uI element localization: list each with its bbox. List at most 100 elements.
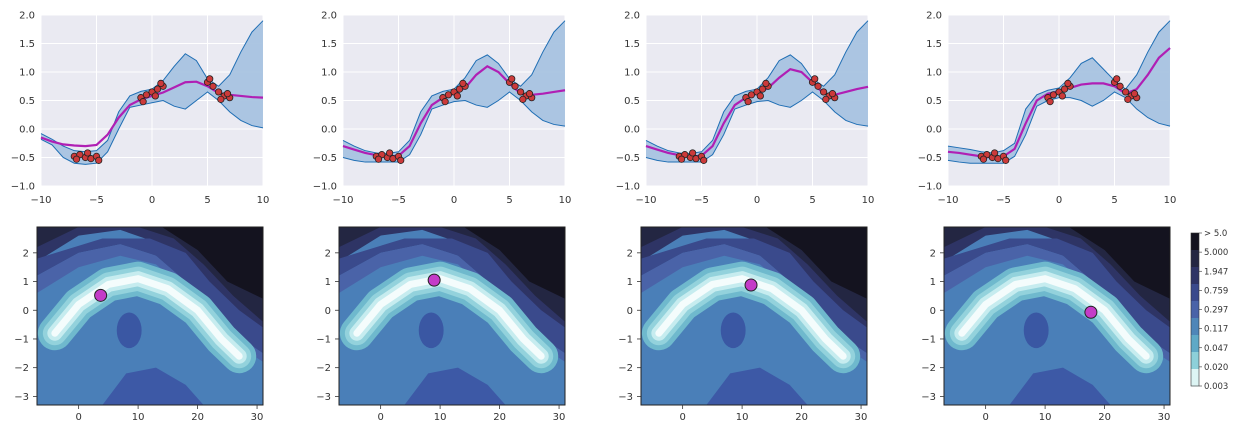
x-tick-label: 0 xyxy=(679,412,685,423)
colorbar-segment xyxy=(1191,335,1199,353)
x-tick-label: 0 xyxy=(149,195,155,206)
y-tick-label: −0.5 xyxy=(313,153,337,164)
y-tick-label: −1 xyxy=(14,334,29,345)
contour-level xyxy=(712,227,867,299)
x-tick-label: 0 xyxy=(1056,195,1062,206)
observation-point xyxy=(217,95,225,103)
y-tick-label: −1 xyxy=(316,334,331,345)
lower-bound-line xyxy=(40,91,264,165)
y-tick-label: −1.0 xyxy=(11,182,35,193)
x-tick-label: 5 xyxy=(204,195,210,206)
y-tick-label: 0.5 xyxy=(926,96,942,107)
y-tick-label: −2 xyxy=(316,363,331,374)
y-tick-label: 2 xyxy=(930,248,936,259)
observation-point xyxy=(1049,91,1058,99)
contour-level xyxy=(339,238,565,354)
y-tick-label: −3 xyxy=(316,392,331,403)
observation-point xyxy=(215,88,223,96)
gp-plot-4: −1.0 −0.5 0.0 0.5 1.0 1.5 2.0 −10 −5 0 5 10 xyxy=(918,11,1177,207)
observation-point xyxy=(151,92,159,100)
y-tick-label: −0.5 xyxy=(11,153,35,164)
x-tick-label: 20 xyxy=(493,412,506,423)
colorbar-label: 0.297 xyxy=(1204,306,1228,316)
y-tick-label: 2 xyxy=(23,248,29,259)
y-tick-label: 0.0 xyxy=(19,125,35,136)
plot-frame xyxy=(943,226,1171,406)
colorbar-segment xyxy=(1191,267,1199,285)
x-tick-label: 20 xyxy=(191,412,204,423)
contour-level xyxy=(1015,227,1170,299)
observation-point xyxy=(814,82,822,90)
observation-point xyxy=(1064,79,1072,88)
y-tick-label: −0.5 xyxy=(616,153,640,164)
y-tick-label: 2.0 xyxy=(926,11,942,22)
observation-point xyxy=(1130,90,1139,98)
observation-point xyxy=(991,149,999,157)
x-tick-label: −10 xyxy=(30,195,51,206)
colorbar-segment xyxy=(1191,318,1199,336)
y-tick-label: 1.0 xyxy=(19,68,35,79)
observation-point xyxy=(1058,92,1066,100)
x-tick-label: 10 xyxy=(257,195,270,206)
observation-point xyxy=(525,90,534,98)
colorbar-segment xyxy=(1191,233,1199,251)
y-tick-label: 0.0 xyxy=(624,125,640,136)
observation-point xyxy=(374,155,383,163)
gp-plot-3: −1.0 −0.5 0.0 0.5 1.0 1.5 2.0 −10 −5 0 5 10 xyxy=(616,11,875,207)
colorbar-label: 0.117 xyxy=(1204,325,1228,335)
y-tick-label: 1.0 xyxy=(624,68,640,79)
observation-point xyxy=(223,90,232,98)
x-tick-label: 10 xyxy=(434,412,447,423)
gp-plot-2: −1.0 −0.5 0.0 0.5 1.0 1.5 2.0 −10 −5 0 5 10 xyxy=(313,11,572,207)
y-tick-label: −1 xyxy=(921,334,936,345)
y-tick-label: 1 xyxy=(627,277,633,288)
observation-point xyxy=(1060,85,1069,93)
observation-point xyxy=(441,98,449,106)
x-tick-label: 5 xyxy=(1111,195,1117,206)
observation-point xyxy=(1113,75,1121,83)
y-tick-label: 0.0 xyxy=(321,125,337,136)
plot-frame xyxy=(338,226,566,406)
y-tick-label: 2 xyxy=(325,248,331,259)
y-tick-label: 0.5 xyxy=(321,96,337,107)
contour-level xyxy=(108,227,263,299)
y-tick-label: 1.5 xyxy=(624,39,640,50)
plot-frame xyxy=(640,226,868,406)
current-point-marker xyxy=(94,288,108,302)
contour-level xyxy=(37,238,263,354)
observation-point xyxy=(209,82,217,90)
colorbar-segment xyxy=(1191,284,1199,302)
observation-point xyxy=(142,91,151,99)
y-tick-label: 1 xyxy=(325,277,331,288)
contour-level xyxy=(418,312,444,349)
y-tick-label: −1.0 xyxy=(918,182,942,193)
contour-level xyxy=(641,238,867,354)
y-tick-label: −3 xyxy=(921,392,936,403)
colorbar-label: 0.047 xyxy=(1204,344,1228,354)
y-tick-label: 1.0 xyxy=(926,68,942,79)
y-tick-label: 1.5 xyxy=(321,39,337,50)
y-tick-label: 1 xyxy=(23,277,29,288)
observation-point xyxy=(72,155,81,163)
colorbar-label: > 5.0 xyxy=(1204,229,1227,239)
x-tick-label: 0 xyxy=(982,412,988,423)
observation-point xyxy=(516,88,525,96)
colorbar-label: 0.020 xyxy=(1204,363,1228,373)
y-tick-label: 2.0 xyxy=(19,11,35,22)
observation-point xyxy=(756,92,764,100)
gp-plot-1: −1.0 −0.5 0.0 0.5 1.0 1.5 2.0 −10 −5 0 5 10 xyxy=(11,11,270,207)
y-tick-label: 1.5 xyxy=(926,39,942,50)
y-tick-label: 0 xyxy=(930,306,936,317)
observation-point xyxy=(819,88,828,96)
x-tick-label: 0 xyxy=(754,195,760,206)
x-tick-label: 0 xyxy=(377,412,383,423)
colorbar-segment xyxy=(1191,369,1199,387)
colorbar: > 5.0 5.000 1.947 0.759 0.297 0.117 0.047 0.020… xyxy=(1190,229,1228,392)
x-tick-label: 10 xyxy=(132,412,145,423)
observation-point xyxy=(677,155,686,163)
observation-point xyxy=(744,98,752,106)
observation-point xyxy=(519,95,527,103)
